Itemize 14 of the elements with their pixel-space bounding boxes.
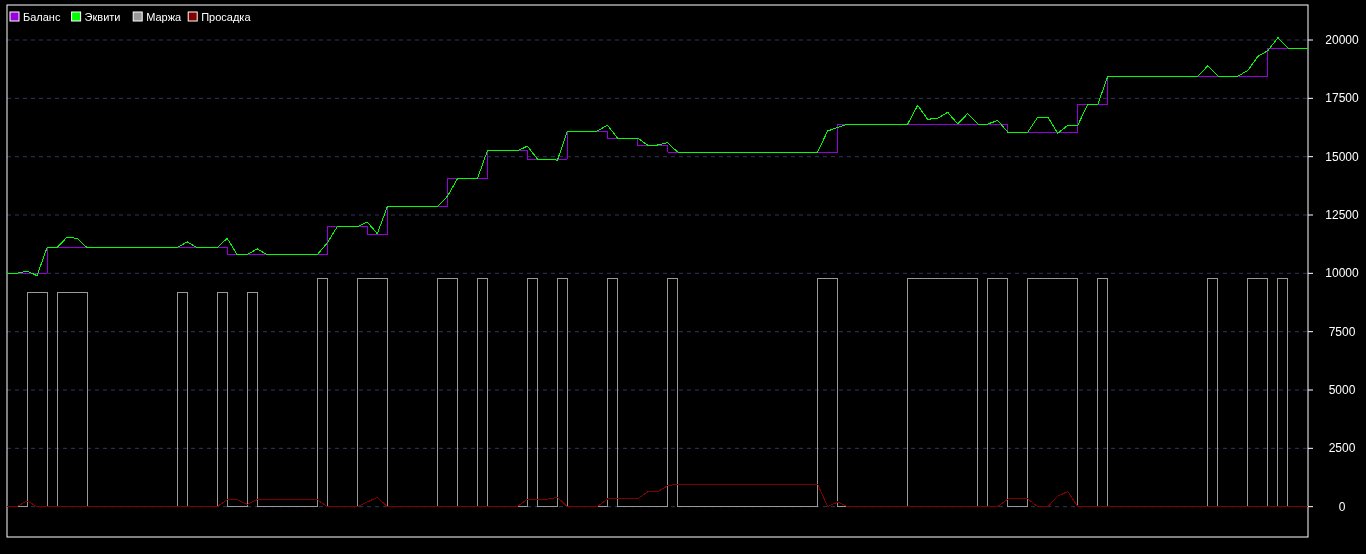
y-tick-label: 17500: [1325, 91, 1360, 106]
y-tick-label: 2500: [1328, 441, 1356, 456]
line-series: [6, 483, 1309, 508]
legend-label: Маржа: [146, 11, 183, 23]
y-tick-label: 0: [1338, 499, 1346, 514]
y-tick-label: 15000: [1325, 149, 1360, 164]
legend-label: Просадка: [201, 11, 252, 23]
y-tick-label: 10000: [1325, 266, 1360, 281]
y-tick-label: 20000: [1325, 33, 1360, 47]
legend-label: Эквити: [84, 11, 121, 23]
y-tick-label: 7500: [1328, 324, 1356, 339]
y-tick-label: 12500: [1325, 208, 1360, 222]
legend-label: Баланс: [23, 11, 61, 23]
y-tick-label: 5000: [1328, 383, 1356, 397]
